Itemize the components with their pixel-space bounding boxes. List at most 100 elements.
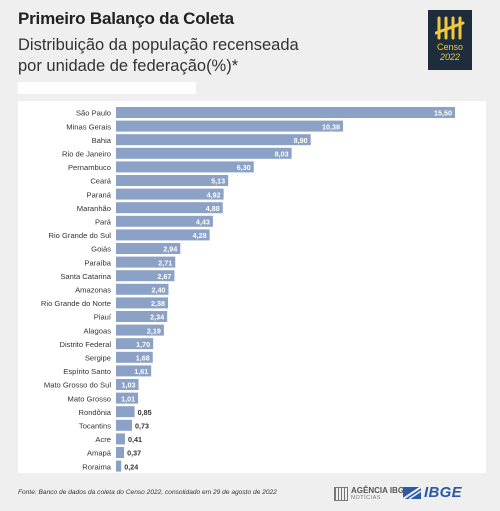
bar <box>116 297 169 309</box>
bar <box>116 229 210 241</box>
bar <box>116 379 139 390</box>
agency-mark-icon <box>334 487 348 501</box>
bar <box>116 419 132 431</box>
bar-group: Amapá 0,37 <box>87 447 141 458</box>
value-label: 1,03 <box>122 381 136 390</box>
bar <box>116 447 125 458</box>
value-label: 1,61 <box>134 367 148 376</box>
category-label: Sergipe <box>85 354 111 363</box>
value-label: 2,34 <box>150 313 164 322</box>
bar <box>116 338 154 350</box>
page-title: Primeiro Balanço da Coleta <box>18 9 234 28</box>
censo-2022-logo: Censo 2022 <box>428 10 472 70</box>
bar-chart: São Paulo 15,50 Minas Gerais 10,38 Bahia 8,90… <box>41 107 455 472</box>
bar <box>116 283 169 295</box>
category-label: Goiás <box>91 245 111 254</box>
category-label: Maranhão <box>77 204 111 213</box>
category-label: Acre <box>95 435 111 444</box>
value-label: 5,13 <box>211 177 225 186</box>
value-label: 4,28 <box>193 231 207 240</box>
bar <box>116 202 223 214</box>
bar <box>116 460 122 472</box>
bar <box>116 243 181 254</box>
bar <box>116 351 153 363</box>
value-label: 2,71 <box>158 258 172 267</box>
category-label: Ceará <box>90 177 111 186</box>
bar-group: São Paulo 15,50 <box>76 107 455 118</box>
bar <box>116 256 176 268</box>
value-label: 4,43 <box>196 218 210 227</box>
bar <box>116 134 311 146</box>
bar <box>116 188 224 200</box>
value-label: 2,19 <box>147 326 161 335</box>
bar <box>116 433 125 445</box>
value-label: 8,90 <box>294 136 308 145</box>
category-label: Amapá <box>87 449 112 458</box>
category-label: Rio Grande do Norte <box>41 299 111 308</box>
subtitle-line-2: por unidade de federação(%)* <box>18 57 239 75</box>
subtitle-line-1: Distribuição da população recenseada <box>18 36 299 54</box>
bar-group: Amazonas 2,40 <box>75 283 169 295</box>
bar-group: Rio Grande do Sul 4,28 <box>49 229 210 241</box>
category-label: Minas Gerais <box>66 122 111 131</box>
bar-group: Bahia 8,90 <box>92 134 311 146</box>
value-label: 0,37 <box>127 449 141 458</box>
bar <box>116 406 135 418</box>
bar-group: Rondônia 0,85 <box>78 406 152 418</box>
bar <box>116 270 175 282</box>
divider-strip <box>18 82 196 94</box>
value-label: 2,67 <box>157 272 171 281</box>
bar <box>116 161 254 173</box>
category-label: Pará <box>95 218 112 227</box>
bar-group: Acre 0,41 <box>95 433 142 445</box>
category-label: Amazonas <box>75 286 111 295</box>
value-label: 0,41 <box>128 435 142 444</box>
category-label: Mato Grosso do Sul <box>44 381 111 390</box>
bar-group: Espírito Santo 1,61 <box>63 365 152 377</box>
bar-group: Tocantins 0,73 <box>79 419 149 431</box>
value-label: 1,70 <box>136 340 150 349</box>
bar <box>116 107 455 118</box>
logo-year: 2022 <box>439 52 461 62</box>
bar-group: Paraná 4,92 <box>87 188 224 200</box>
bar <box>116 324 164 336</box>
bar-group: Alagoas 2,19 <box>84 324 164 336</box>
bar-group: Ceará 5,13 <box>90 175 229 186</box>
bar-group: Piauí 2,34 <box>94 311 168 322</box>
agency-subtitle: NOTÍCIAS <box>351 495 381 501</box>
bar <box>116 365 152 377</box>
value-label: 4,92 <box>207 190 221 199</box>
category-label: Paraíba <box>84 258 111 267</box>
category-label: Rio Grande do Sul <box>49 231 112 240</box>
logo-word: Censo <box>436 42 463 52</box>
category-label: Rio de Janeiro <box>62 150 111 159</box>
value-label: 2,38 <box>151 299 165 308</box>
chart-subtitle: Distribuição da população recenseada por… <box>18 35 408 77</box>
bar-group: Maranhão 4,88 <box>77 202 223 214</box>
bar <box>116 175 229 186</box>
value-label: 8,03 <box>275 150 289 159</box>
bar-group: Sergipe 1,68 <box>85 351 153 363</box>
value-label: 2,40 <box>151 286 165 295</box>
value-label: 6,30 <box>237 163 251 172</box>
category-label: Bahia <box>92 136 112 145</box>
value-label: 0,73 <box>135 422 149 431</box>
bar-group: Roraima 0,24 <box>82 460 138 472</box>
value-label: 1,01 <box>121 394 135 403</box>
value-label: 15,50 <box>434 109 452 118</box>
category-label: Rondônia <box>78 408 111 417</box>
bar <box>116 311 168 322</box>
agency-name: AGÊNCIA IBGE <box>351 486 410 495</box>
source-note: Fonte: Banco de dados da coleta do Censo… <box>18 489 277 496</box>
bar <box>116 147 292 159</box>
bar-group: Mato Grosso 1,01 <box>68 392 139 404</box>
category-label: Pernambuco <box>68 163 111 172</box>
ibge-mark-icon <box>403 487 421 499</box>
bar <box>116 120 344 132</box>
category-label: Paraná <box>87 190 112 199</box>
category-label: Tocantins <box>79 422 111 431</box>
tally-marks-icon <box>435 16 465 40</box>
bar-group: Pará 4,43 <box>95 215 213 227</box>
value-label: 0,24 <box>124 462 138 471</box>
